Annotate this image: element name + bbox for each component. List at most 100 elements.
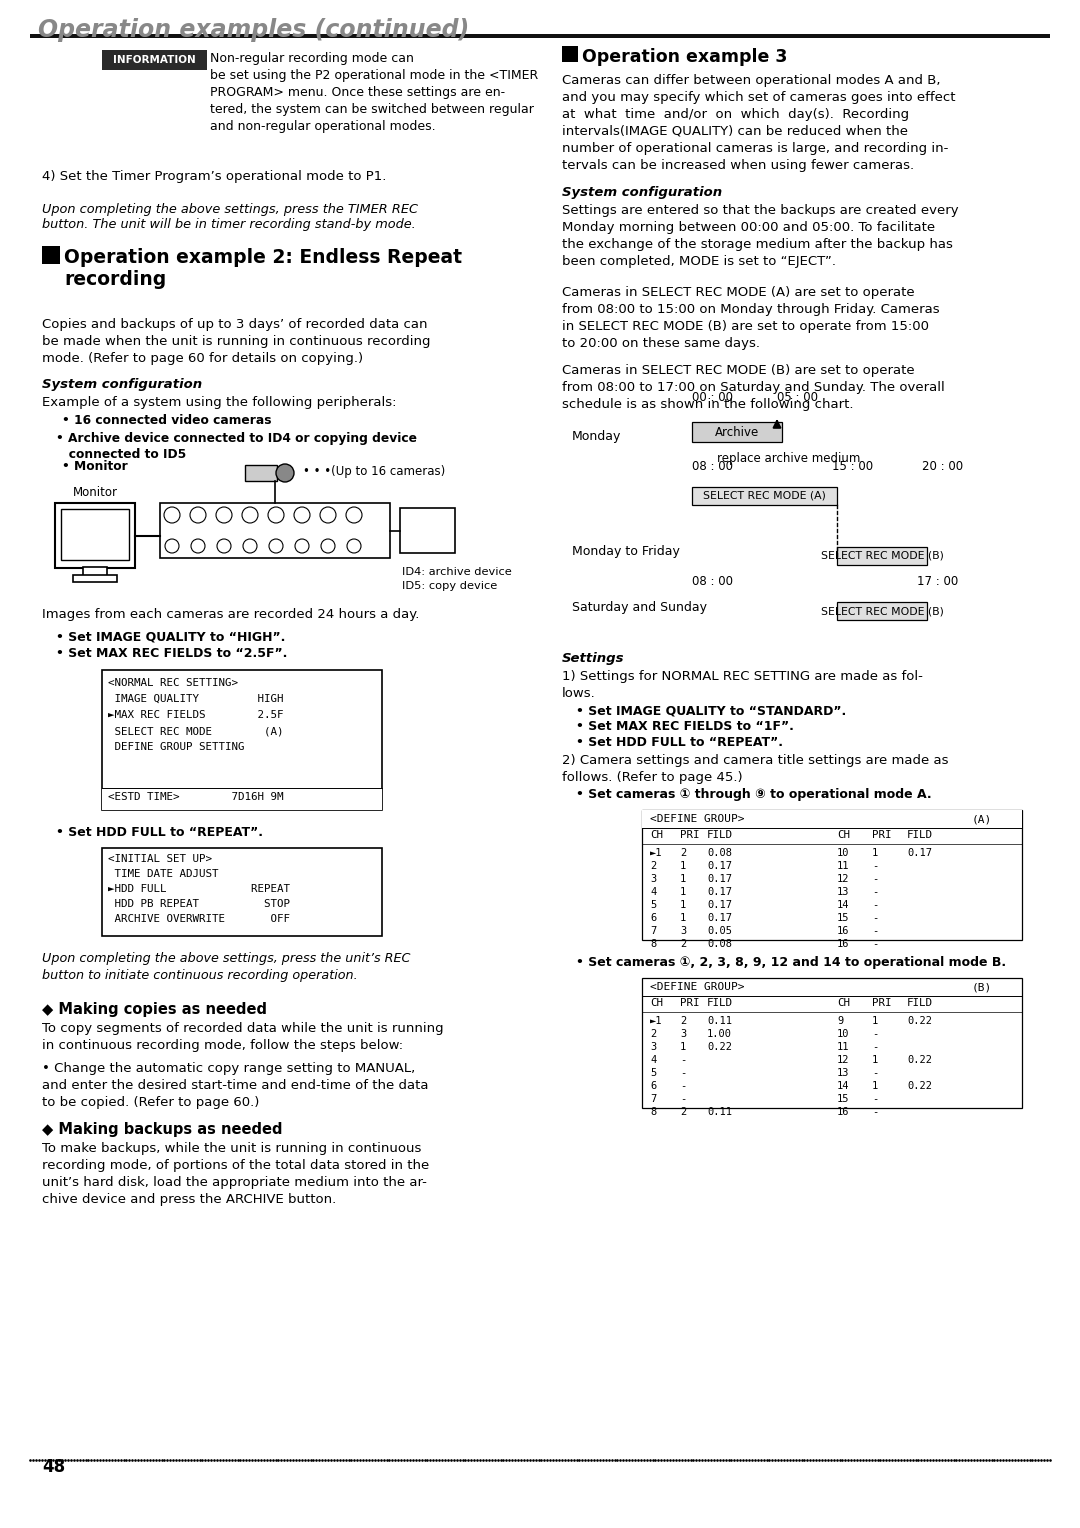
Circle shape [269,539,283,553]
Text: 16: 16 [837,926,850,937]
Text: 6: 6 [650,914,657,923]
Text: Cameras in SELECT REC MODE (B) are set to operate
from 08:00 to 17:00 on Saturda: Cameras in SELECT REC MODE (B) are set t… [562,364,945,411]
Text: 48: 48 [42,1458,65,1476]
Text: 12: 12 [837,874,850,885]
Text: 14: 14 [837,900,850,911]
Text: Monitor: Monitor [72,486,118,500]
Text: 9: 9 [837,1016,843,1025]
Text: Upon completing the above settings, press the unit’s REC
button to initiate cont: Upon completing the above settings, pres… [42,952,410,983]
Text: 1: 1 [872,1016,878,1025]
Text: Example of a system using the following peripherals:: Example of a system using the following … [42,396,396,410]
Text: ►MAX REC FIELDS        2.5F: ►MAX REC FIELDS 2.5F [108,711,283,720]
Text: -: - [872,914,878,923]
Text: -: - [872,1094,878,1105]
Bar [102,848,382,937]
Text: FILD: FILD [707,830,733,840]
Text: 0.17: 0.17 [707,900,732,911]
Text: 14: 14 [837,1080,850,1091]
Circle shape [294,507,310,523]
Text: 0.11: 0.11 [707,1016,732,1025]
Text: 2) Camera settings and camera title settings are made as
follows. (Refer to page: 2) Camera settings and camera title sett… [562,753,948,784]
Text: 0.22: 0.22 [907,1054,932,1065]
Text: 0.17: 0.17 [907,848,932,859]
Bar [837,547,927,565]
Text: SELECT REC MODE (B): SELECT REC MODE (B) [821,552,944,561]
Bar [42,246,60,264]
Text: • Set IMAGE QUALITY to “STANDARD”.: • Set IMAGE QUALITY to “STANDARD”. [576,704,847,717]
Text: PRI: PRI [872,998,891,1008]
Bar [692,487,837,504]
Circle shape [164,507,180,523]
Text: ARCHIVE OVERWRITE       OFF: ARCHIVE OVERWRITE OFF [108,914,291,924]
Text: Saturday and Sunday: Saturday and Sunday [572,601,707,614]
Text: -: - [872,860,878,871]
Text: 0.11: 0.11 [707,1106,732,1117]
Circle shape [216,507,232,523]
Text: Non-regular recording mode can
be set using the P2 operational mode in the <TIME: Non-regular recording mode can be set us… [210,52,538,133]
Text: ID4: archive device: ID4: archive device [402,567,512,578]
Text: FILD: FILD [707,998,733,1008]
Text: 15 : 00: 15 : 00 [832,460,873,474]
Text: 0.08: 0.08 [707,848,732,859]
Text: <INITIAL SET UP>: <INITIAL SET UP> [108,854,212,863]
Text: TIME DATE ADJUST: TIME DATE ADJUST [108,869,218,879]
Circle shape [276,465,294,481]
Text: 2: 2 [680,848,686,859]
Bar [642,978,1022,1108]
Text: ►HDD FULL             REPEAT: ►HDD FULL REPEAT [108,885,291,894]
Text: (A): (A) [972,814,993,824]
Text: 6: 6 [650,1080,657,1091]
Text: 1: 1 [680,886,686,897]
Text: INFORMATION: INFORMATION [112,55,195,66]
Text: • Set cameras ① through ⑨ to operational mode A.: • Set cameras ① through ⑨ to operational… [576,788,932,801]
Text: <DEFINE GROUP>: <DEFINE GROUP> [650,814,744,824]
Text: 17 : 00: 17 : 00 [917,575,958,588]
Text: Operation example 3: Operation example 3 [582,47,787,66]
Text: Cameras in SELECT REC MODE (A) are set to operate
from 08:00 to 15:00 on Monday : Cameras in SELECT REC MODE (A) are set t… [562,286,940,350]
Text: • Set HDD FULL to “REPEAT”.: • Set HDD FULL to “REPEAT”. [56,827,264,839]
Text: ◆ Making copies as needed: ◆ Making copies as needed [42,1002,267,1018]
Text: <DEFINE GROUP>: <DEFINE GROUP> [650,983,744,992]
Text: 10: 10 [837,848,850,859]
Text: Monday: Monday [572,429,621,443]
Text: 7: 7 [650,1094,657,1105]
Text: 0.17: 0.17 [707,914,732,923]
Text: replace archive medium: replace archive medium [717,452,861,465]
Circle shape [295,539,309,553]
Text: System configuration: System configuration [562,186,723,199]
Text: 4: 4 [650,886,657,897]
Text: (B): (B) [972,983,993,992]
Text: Settings are entered so that the backups are created every
Monday morning betwee: Settings are entered so that the backups… [562,205,959,267]
Bar [642,810,1022,940]
Text: 10: 10 [837,1028,850,1039]
Text: 13: 13 [837,886,850,897]
Text: ID5: copy device: ID5: copy device [402,581,497,591]
Bar [30,34,1050,38]
Text: • Set HDD FULL to “REPEAT”.: • Set HDD FULL to “REPEAT”. [576,736,783,749]
Bar [102,669,382,810]
Text: • Change the automatic copy range setting to MANUAL,
and enter the desired start: • Change the automatic copy range settin… [42,1062,429,1109]
Text: 1: 1 [680,874,686,885]
Text: Cameras can differ between operational modes A and B,
and you may specify which : Cameras can differ between operational m… [562,73,956,173]
Bar [837,602,927,620]
Text: 08 : 00: 08 : 00 [692,575,733,588]
Text: 1: 1 [872,848,878,859]
Text: 4: 4 [650,1054,657,1065]
Text: 2: 2 [680,940,686,949]
Text: HDD PB REPEAT          STOP: HDD PB REPEAT STOP [108,898,291,909]
Text: 1: 1 [680,914,686,923]
Text: • Set cameras ①, 2, 3, 8, 9, 12 and 14 to operational mode B.: • Set cameras ①, 2, 3, 8, 9, 12 and 14 t… [576,957,1007,969]
Text: -: - [872,1068,878,1077]
Circle shape [191,539,205,553]
Text: 1: 1 [872,1054,878,1065]
Text: 7: 7 [650,926,657,937]
Text: 1: 1 [680,900,686,911]
Text: ►1: ►1 [650,848,662,859]
Bar [160,503,390,558]
Text: 1: 1 [680,860,686,871]
Text: FILD: FILD [907,998,933,1008]
Circle shape [165,539,179,553]
Circle shape [320,507,336,523]
Text: 2: 2 [650,860,657,871]
Text: • • •(Up to 16 cameras): • • •(Up to 16 cameras) [303,465,445,477]
